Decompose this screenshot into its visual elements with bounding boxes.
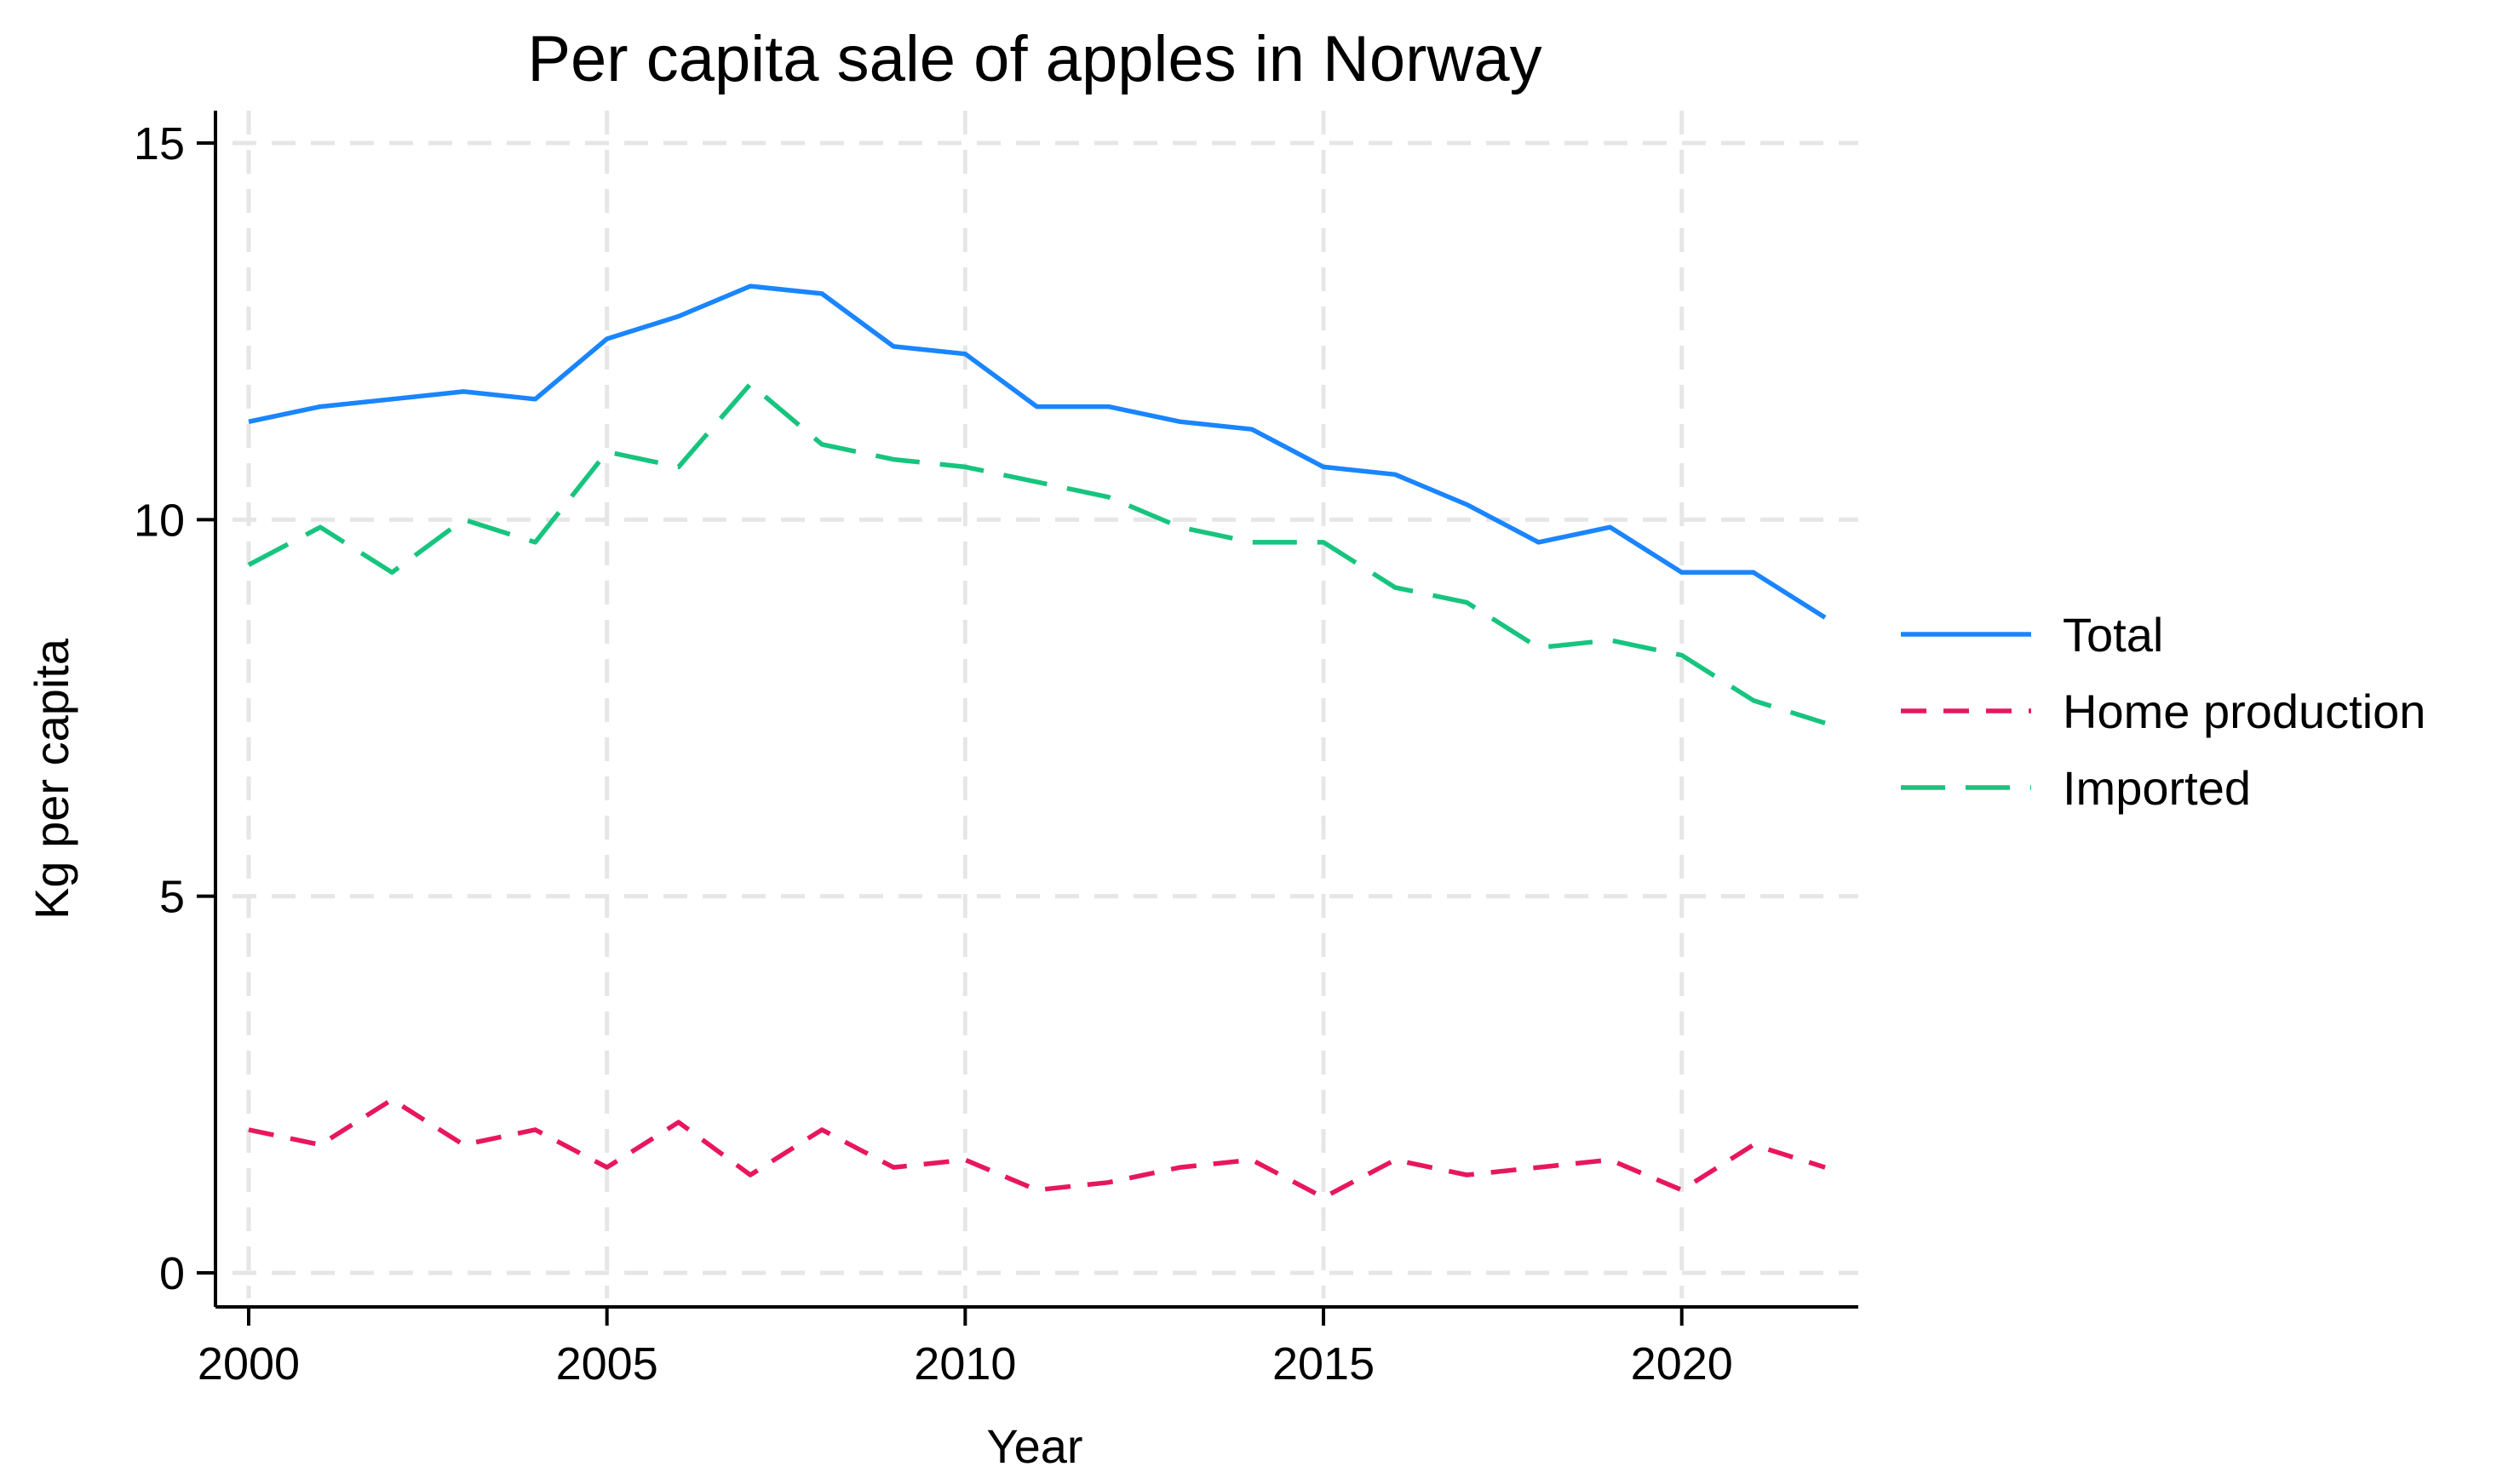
y-tick-label: 0 <box>159 1248 185 1299</box>
x-axis-label: Year <box>986 1419 1082 1473</box>
series-lines <box>247 284 1827 1200</box>
y-tick-label: 15 <box>134 118 185 169</box>
y-axis-label: Kg per capita <box>25 638 78 920</box>
x-tick-label: 2015 <box>1272 1338 1375 1389</box>
x-tick-label: 2010 <box>914 1338 1016 1389</box>
grid <box>232 111 1858 1298</box>
legend-label: Imported <box>2063 761 2251 815</box>
chart-title: Per capita sale of apples in Norway <box>527 23 1541 95</box>
y-tick-label: 10 <box>134 495 185 546</box>
axes: 0 5 10 15 2000 2005 2010 2015 2020 <box>134 111 1858 1389</box>
x-tick-label: 2020 <box>1631 1338 1733 1389</box>
legend-label: Home production <box>2063 685 2425 738</box>
series-line-imported <box>247 381 1826 725</box>
series-line-total <box>248 284 1827 620</box>
series-line-home-production <box>248 1097 1826 1200</box>
x-tick-label: 2005 <box>556 1338 658 1389</box>
y-tick-label: 5 <box>159 872 185 923</box>
legend-label: Total <box>2063 608 2163 662</box>
x-tick-label: 2000 <box>198 1338 300 1389</box>
legend: Total Home production Imported <box>1901 608 2425 815</box>
